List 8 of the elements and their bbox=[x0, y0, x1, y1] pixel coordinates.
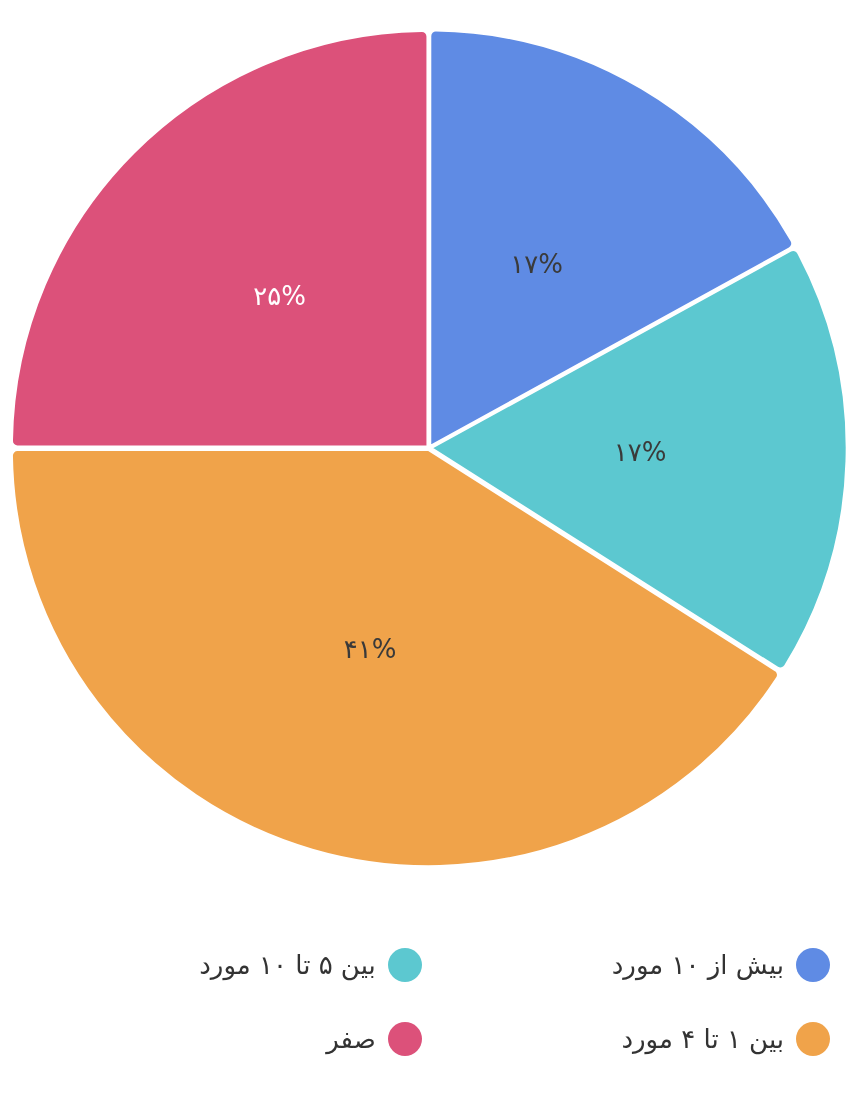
data-label: ۴۱% bbox=[343, 633, 397, 664]
legend-label: صفر bbox=[326, 1024, 376, 1054]
legend-label: بین ۱ تا ۴ مورد bbox=[621, 1024, 784, 1054]
legend-label: بیش از ۱۰ مورد bbox=[611, 950, 784, 980]
data-label: ۱۷% bbox=[613, 437, 667, 468]
data-label: ۱۷% bbox=[510, 248, 563, 279]
data-label: ۲۵% bbox=[253, 281, 306, 312]
legend-label: بین ۵ تا ۱۰ مورد bbox=[199, 950, 376, 980]
